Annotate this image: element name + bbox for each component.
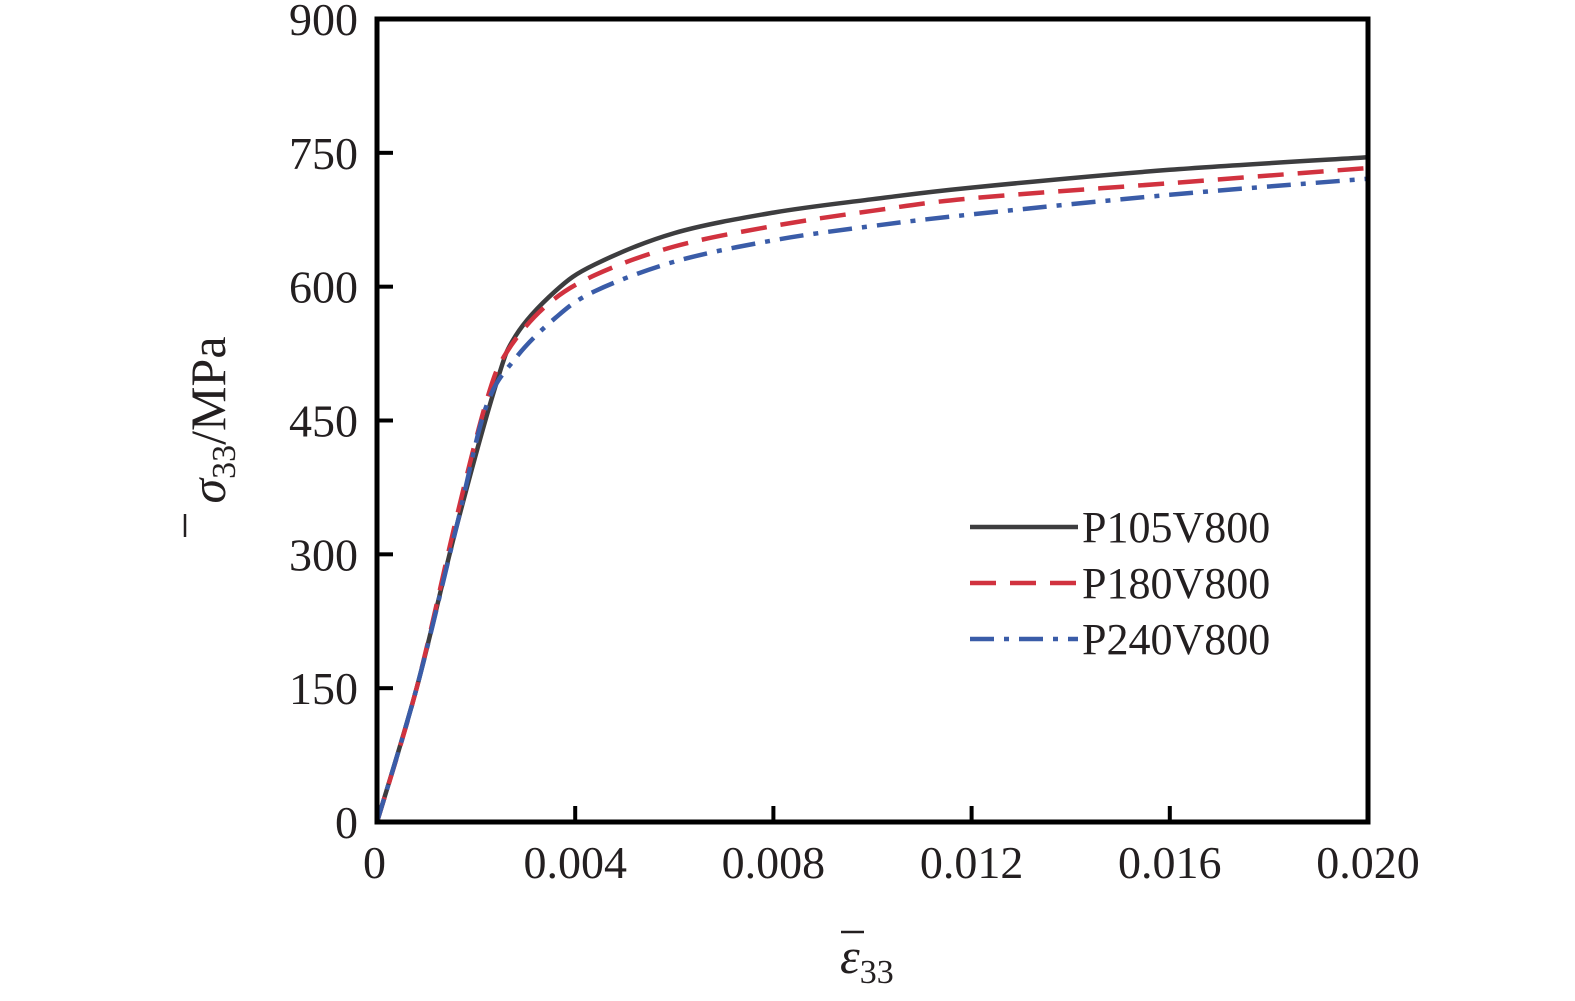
x-tick-label: 0.016 bbox=[1118, 837, 1222, 888]
series-line-p180v800 bbox=[374, 165, 1369, 823]
y-tick-label: 900 bbox=[289, 0, 358, 45]
x-tick-label: 0.020 bbox=[1316, 837, 1420, 888]
series-line-p105v800 bbox=[374, 155, 1369, 823]
y-axis-subscript: 33 bbox=[206, 445, 243, 479]
plot-frame bbox=[374, 16, 1371, 825]
legend-label-p240v800: P240V800 bbox=[1082, 615, 1270, 664]
series-line-p240v800 bbox=[374, 176, 1369, 823]
y-axis-unit: /MPa bbox=[180, 336, 236, 444]
series-layer bbox=[374, 155, 1369, 823]
x-axis-subscript: 33 bbox=[860, 954, 894, 991]
x-tick-label: 0 bbox=[363, 837, 386, 888]
x-tick-label: 0.008 bbox=[722, 837, 826, 888]
y-tick-label: 450 bbox=[289, 396, 358, 447]
legend: P105V800 P180V800 P240V800 bbox=[970, 503, 1270, 664]
x-tick-label: 0.012 bbox=[920, 837, 1024, 888]
svg-text:ε33: ε33 bbox=[840, 928, 894, 991]
ticks-layer bbox=[377, 150, 1172, 822]
tick-labels-layer: 0 0.004 0.008 0.012 0.016 0.020 0 150 300 450 600 7… bbox=[289, 0, 1420, 888]
y-axis-symbol: σ bbox=[180, 477, 236, 504]
y-tick-label: 300 bbox=[289, 529, 358, 580]
svg-text:σ33/MPa: σ33/MPa bbox=[180, 336, 243, 503]
y-tick-label: 750 bbox=[289, 128, 358, 179]
legend-label-p180v800: P180V800 bbox=[1082, 559, 1270, 608]
legend-label-p105v800: P105V800 bbox=[1082, 503, 1270, 552]
y-axis-label: σ33/MPa bbox=[180, 336, 243, 537]
y-tick-label: 150 bbox=[289, 663, 358, 714]
x-tick-label: 0.004 bbox=[523, 837, 627, 888]
x-axis-label: ε33 bbox=[840, 928, 894, 991]
x-axis-symbol: ε bbox=[840, 928, 860, 984]
y-tick-label: 600 bbox=[289, 262, 358, 313]
y-tick-label: 0 bbox=[335, 797, 358, 848]
